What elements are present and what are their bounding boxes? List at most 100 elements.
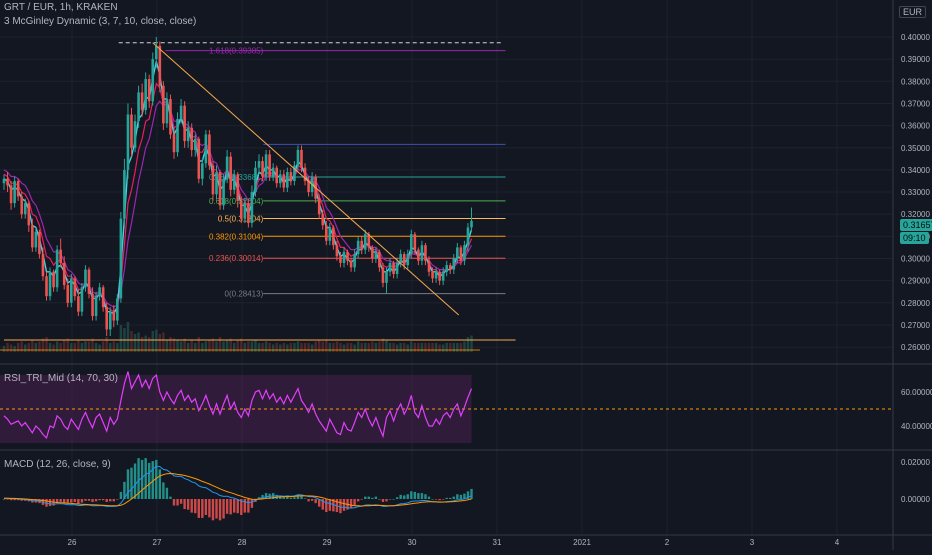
macd-legend[interactable]: MACD (12, 26, close, 9) xyxy=(4,459,111,470)
candle-body xyxy=(144,79,147,111)
volume-bar xyxy=(367,343,370,352)
volume-bar xyxy=(466,337,470,352)
macd-histogram-bar xyxy=(388,499,392,500)
candle-body xyxy=(183,105,186,142)
volume-bar xyxy=(335,341,339,352)
volume-bar xyxy=(300,343,303,352)
volume-bar xyxy=(140,337,144,352)
volume-bar xyxy=(204,341,208,352)
macd-histogram-bar xyxy=(9,499,13,501)
volume-bar xyxy=(378,341,381,352)
candle-body xyxy=(307,180,310,193)
candle-body xyxy=(119,218,123,299)
candle-body xyxy=(165,99,169,124)
macd-histogram-bar xyxy=(218,499,222,521)
candle-body xyxy=(73,278,77,297)
macd-histogram-bar xyxy=(410,491,413,499)
volume-bar xyxy=(289,343,293,352)
macd-histogram-bar xyxy=(222,499,225,519)
rsi-legend[interactable]: RSI_TRI_Mid (14, 70, 30) xyxy=(4,373,118,384)
candle-body xyxy=(445,265,449,272)
candle-body xyxy=(254,167,257,193)
candle-body xyxy=(264,154,268,177)
rsi-tick-label: 60.00000 xyxy=(901,388,932,397)
volume-bar xyxy=(374,343,378,352)
candle-body xyxy=(413,234,417,250)
time-tick-label: 31 xyxy=(493,538,502,547)
candle-body xyxy=(123,169,126,219)
candle-body xyxy=(268,154,271,177)
macd-histogram-bar xyxy=(470,488,473,499)
macd-histogram-bar xyxy=(371,497,374,499)
volume-bar xyxy=(441,344,445,352)
macd-histogram-bar xyxy=(140,459,144,499)
candle-body xyxy=(130,114,133,148)
volume-bar xyxy=(353,344,356,352)
candle-body xyxy=(286,172,289,188)
macd-histogram-bar xyxy=(240,499,243,515)
candle-body xyxy=(98,287,101,297)
volume-bar xyxy=(346,343,349,352)
macd-histogram-bar xyxy=(169,496,172,499)
price-tick-label: 0.28000 xyxy=(901,299,930,308)
price-tick-label: 0.36000 xyxy=(901,122,930,131)
volume-bar xyxy=(2,346,6,352)
volume-bar xyxy=(144,335,147,352)
currency-badge[interactable]: EUR xyxy=(898,6,926,18)
candle-body xyxy=(328,227,332,241)
volume-bar xyxy=(381,338,385,352)
volume-bar xyxy=(52,344,55,352)
macd-histogram-bar xyxy=(314,499,317,504)
macd-histogram-bar xyxy=(431,499,434,500)
candle-body xyxy=(208,134,211,166)
candle-body xyxy=(293,165,296,181)
rsi-pane[interactable] xyxy=(0,371,893,443)
candle-body xyxy=(80,287,84,312)
volume-bar xyxy=(151,331,154,352)
trendlines[interactable] xyxy=(0,42,516,351)
axes[interactable]: 0.40000 0.39000 0.38000 0.37000 0.36000 0.350… xyxy=(68,33,932,547)
volume-bar xyxy=(197,337,200,352)
macd-pane[interactable] xyxy=(2,458,473,521)
volume-bar xyxy=(275,343,278,352)
volume-bar xyxy=(222,341,225,352)
volume-bar xyxy=(445,343,448,352)
rsi-line xyxy=(3,371,473,440)
macd-histogram-bar xyxy=(148,462,151,499)
macd-histogram-bar xyxy=(427,496,431,499)
macd-histogram-bar xyxy=(293,497,296,499)
candle-body xyxy=(332,227,335,246)
macd-histogram-bar xyxy=(77,499,80,504)
indicator-legend[interactable]: 3 McGinley Dynamic (3, 7, 10, close, clo… xyxy=(4,16,197,27)
candle-body xyxy=(201,163,204,179)
volume-bar xyxy=(34,343,38,352)
candle-body xyxy=(424,245,427,261)
candle-body xyxy=(6,178,9,186)
candle-body xyxy=(402,254,406,266)
candle-body xyxy=(45,276,48,297)
volume-bar xyxy=(183,338,186,352)
macd-histogram-bar xyxy=(2,499,6,500)
volume-bar xyxy=(318,340,321,352)
macd-histogram-bar xyxy=(247,499,250,513)
macd-histogram-bar xyxy=(197,499,200,518)
candle-body xyxy=(363,234,367,250)
macd-histogram-bar xyxy=(194,499,197,514)
candle-body xyxy=(321,214,325,226)
volume-bar xyxy=(328,343,332,352)
volume-bar xyxy=(24,344,27,352)
candle-body xyxy=(335,245,339,257)
candle-body xyxy=(87,269,91,294)
volume-bar xyxy=(215,341,218,352)
macd-histogram-bar xyxy=(16,499,20,501)
volume-bar xyxy=(66,338,69,352)
volume-bar xyxy=(286,344,289,352)
candle-body xyxy=(378,251,381,268)
candle-body xyxy=(236,174,240,201)
fib-level-label: 0(0.28413) xyxy=(225,290,264,299)
candle-body xyxy=(289,172,293,181)
volume-bar xyxy=(463,341,466,352)
macd-histogram-bar xyxy=(151,461,154,499)
